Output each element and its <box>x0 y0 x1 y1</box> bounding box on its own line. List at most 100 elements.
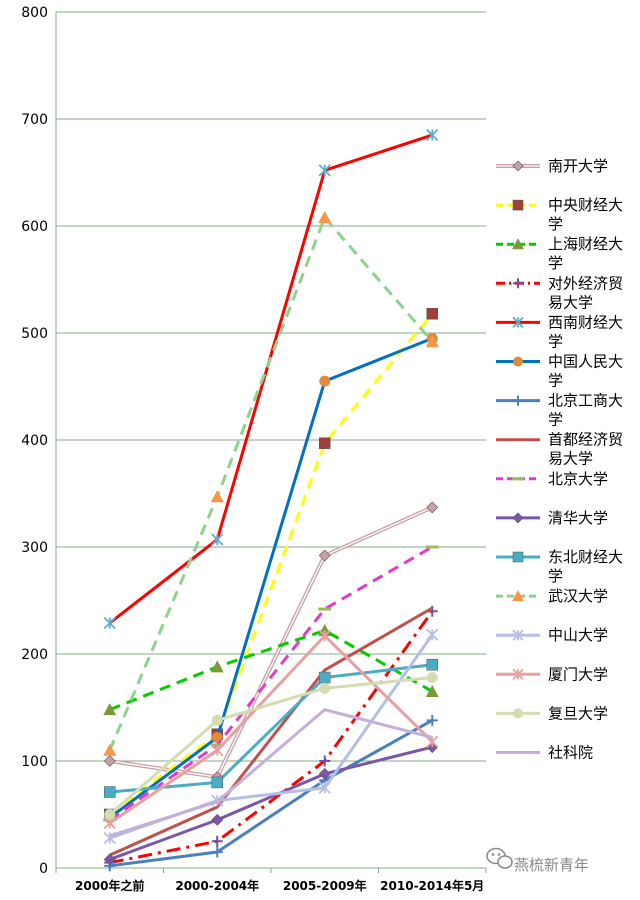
legend-label: 中山大学 <box>548 626 608 644</box>
legend-item-14: 复旦大学 <box>496 704 608 722</box>
legend-item-9: 清华大学 <box>496 509 608 527</box>
data-point-marker <box>318 629 331 642</box>
y-tick-label: 0 <box>39 861 48 877</box>
x-tick-label: 2000年之前 <box>75 878 144 893</box>
data-point-marker <box>211 533 224 546</box>
legend-label: 清华大学 <box>548 509 608 527</box>
legend-item-0: 南开大学 <box>496 157 608 175</box>
data-point-marker <box>512 512 524 524</box>
data-point-marker <box>426 658 438 671</box>
series-15 <box>109 708 433 838</box>
data-point-marker <box>104 786 116 798</box>
legend-item-8: 北京大学 <box>496 470 608 488</box>
data-point-marker <box>512 629 524 641</box>
series-4 <box>103 128 439 630</box>
series-line <box>109 708 433 838</box>
series-line <box>109 610 434 865</box>
legend-label: 易大学 <box>548 293 593 311</box>
data-point-marker <box>103 755 116 767</box>
series-line <box>109 628 433 712</box>
series-line <box>108 133 433 625</box>
data-point-marker <box>318 607 332 611</box>
data-point-marker <box>103 853 116 866</box>
y-tick-label: 600 <box>21 219 48 235</box>
legend-item-11: 武汉大学 <box>496 587 608 605</box>
series-9 <box>103 741 439 866</box>
series-line <box>109 606 433 857</box>
legend-label: 西南财经大 <box>548 313 623 331</box>
legend-label: 学 <box>548 254 563 272</box>
series-line <box>108 676 433 816</box>
data-point-marker <box>513 395 523 406</box>
data-point-marker <box>426 735 439 748</box>
y-tick-label: 800 <box>21 5 48 21</box>
data-point-marker <box>512 590 524 602</box>
series-11 <box>103 210 439 756</box>
series-lines <box>103 128 439 872</box>
legend-label: 复旦大学 <box>548 704 608 722</box>
data-point-marker <box>318 781 331 794</box>
data-point-marker <box>512 316 524 329</box>
data-point-marker <box>426 714 438 726</box>
series-line <box>108 215 434 751</box>
data-point-marker <box>426 672 438 684</box>
series-7 <box>109 606 433 857</box>
series-5 <box>104 332 438 824</box>
x-tick-label: 2010-2014年5月 <box>380 878 484 893</box>
y-tick-label: 700 <box>21 112 48 128</box>
series-line <box>108 312 434 816</box>
legend-label: 东北财经大 <box>548 548 623 566</box>
data-point-marker <box>318 164 331 177</box>
data-point-marker <box>211 776 223 789</box>
data-point-marker <box>103 743 117 756</box>
y-tick-label: 500 <box>21 326 48 342</box>
series-line <box>109 745 433 861</box>
data-point-marker <box>426 307 438 320</box>
legend-label: 学 <box>548 332 563 350</box>
watermark: 燕梳新青年 <box>486 847 589 874</box>
legend-label: 学 <box>548 215 563 233</box>
series-14 <box>104 672 438 820</box>
legend-label: 武汉大学 <box>548 587 608 605</box>
legend-item-15: 社科院 <box>496 744 593 762</box>
data-point-marker <box>103 616 116 630</box>
x-tick-label: 2005-2009年 <box>283 878 367 893</box>
data-point-marker <box>512 238 524 250</box>
data-point-marker <box>426 628 439 641</box>
data-point-marker <box>211 714 223 726</box>
series-line <box>108 545 433 822</box>
wechat-icon <box>486 847 513 869</box>
data-point-marker <box>319 682 331 694</box>
series-13 <box>103 629 439 830</box>
x-tick-label: 2000-2004年 <box>175 878 259 893</box>
data-point-marker <box>512 477 524 481</box>
legend-label: 易大学 <box>548 450 593 468</box>
data-point-marker <box>513 708 523 719</box>
data-point-marker <box>426 501 439 514</box>
y-tick-label: 400 <box>21 433 48 449</box>
data-point-marker <box>425 545 439 549</box>
y-tick-label: 300 <box>21 540 48 556</box>
data-point-marker <box>211 744 224 757</box>
legend-label: 学 <box>548 567 563 585</box>
legend-label: 学 <box>548 411 563 429</box>
data-point-marker <box>211 813 224 826</box>
series-line <box>108 336 433 819</box>
y-tick-label: 200 <box>21 647 48 663</box>
data-point-marker <box>318 549 331 562</box>
legend-label: 北京工商大 <box>548 392 623 410</box>
series-line <box>109 719 433 868</box>
legend-label: 中央财经大 <box>548 196 623 214</box>
data-point-marker <box>426 128 439 142</box>
data-point-marker <box>211 846 223 858</box>
data-point-marker <box>512 551 524 563</box>
data-point-marker <box>211 835 223 847</box>
data-point-marker <box>319 755 331 767</box>
axes: 0 100 200 300 400 500 600 700 800 2000年之前 2000-200… <box>21 5 487 893</box>
data-point-marker <box>318 210 332 223</box>
